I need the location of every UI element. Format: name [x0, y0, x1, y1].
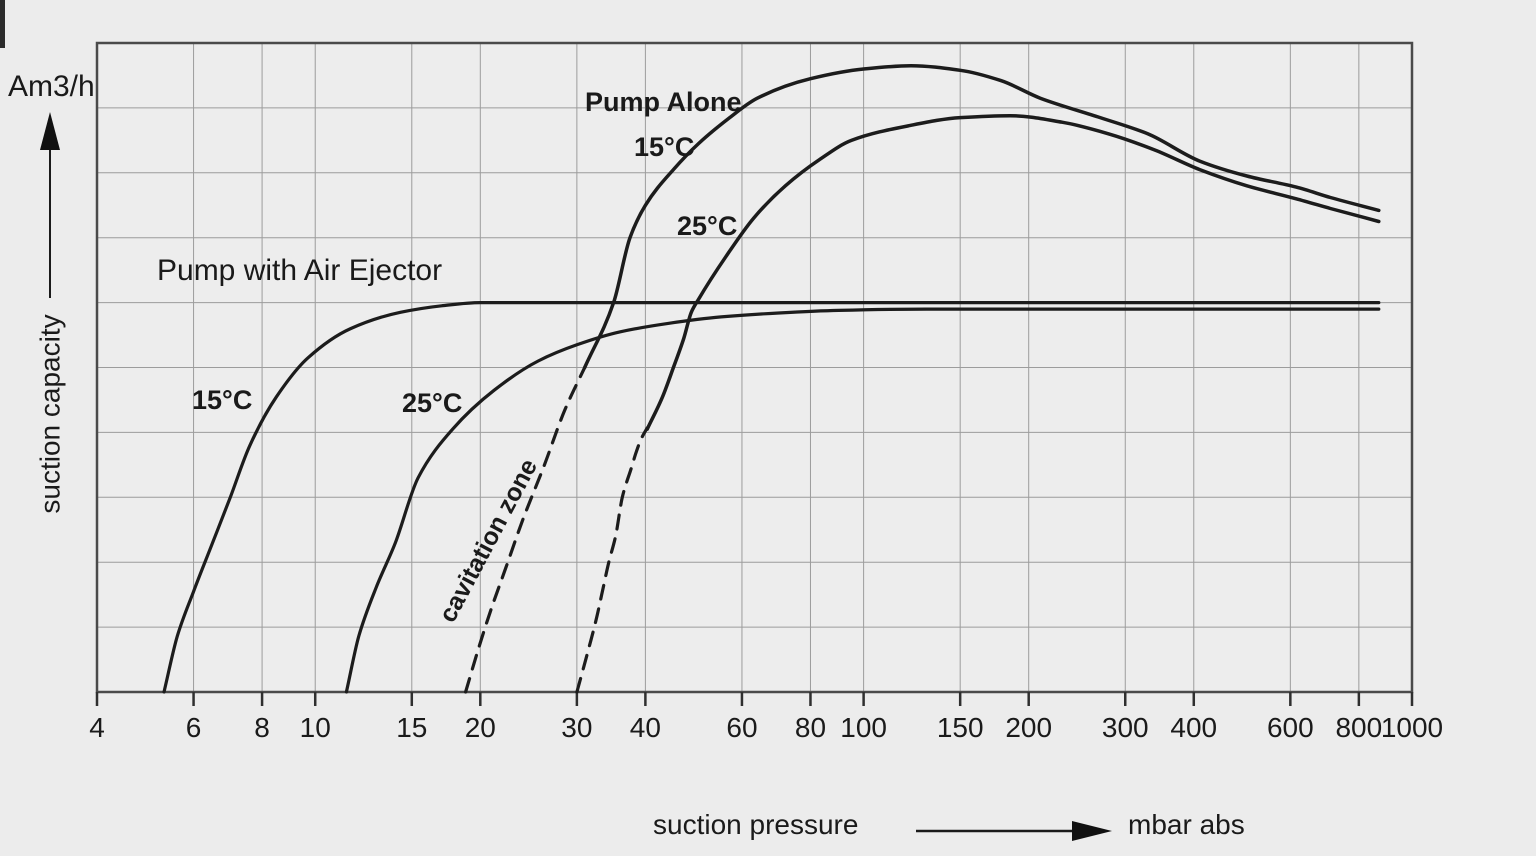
x-tick-label-800: 800 [1335, 712, 1383, 743]
x-tick-label-100: 100 [840, 712, 887, 743]
plot-border [95, 41, 1414, 694]
x-axis-arrow [916, 821, 1112, 841]
x-tick-label-15: 15 [396, 712, 428, 743]
curve-pump-with-air-ejector-25-c [344, 307, 1381, 694]
y-axis-arrow [40, 112, 60, 298]
ejector-25c-label: 25°C [402, 388, 463, 418]
pump-alone-25c-label: 25°C [677, 211, 738, 241]
x-axis-title: suction pressure [653, 809, 859, 840]
x-tick-label-4: 4 [89, 712, 105, 743]
x-tick-label-10: 10 [299, 712, 331, 743]
x-tick-label-600: 600 [1266, 712, 1314, 743]
curve-pump-alone-15-c [582, 63, 1381, 370]
curve-pump-with-air-ejector-15-c [162, 300, 1381, 694]
x-tick-label-80: 80 [794, 712, 827, 743]
x-axis-arrowhead-icon [1072, 821, 1112, 841]
ejector-15c-label: 15°C [192, 385, 253, 415]
x-tick-label-60: 60 [726, 712, 758, 743]
curve-cavitation-zone-boundary-25-c [575, 426, 649, 694]
x-tick-label-20: 20 [464, 712, 496, 743]
curve-cavitation-zone-boundary-15-c [464, 365, 587, 694]
x-tick-label-150: 150 [936, 712, 984, 743]
x-tick-label-30: 30 [561, 712, 593, 743]
y-axis-arrowhead-icon [40, 112, 60, 150]
x-tick-label-40: 40 [629, 712, 661, 743]
y-axis-title: suction capacity [34, 314, 66, 514]
x-tick-label-6: 6 [185, 712, 202, 743]
x-tick-label-200: 200 [1005, 712, 1053, 743]
scan-artifact-mark [0, 0, 5, 48]
x-tick-label-300: 300 [1101, 712, 1149, 743]
curve-pump-alone-25-c [645, 113, 1381, 431]
x-tick-label-400: 400 [1170, 712, 1218, 743]
x-axis-unit-label: mbar abs [1128, 809, 1245, 840]
pump-alone-15c-label: 15°C [634, 132, 695, 162]
x-tick-label-1000: 1000 [1380, 712, 1444, 743]
x-tick-label-8: 8 [254, 712, 270, 743]
y-axis-unit-label: Am3/h [8, 70, 95, 103]
pump-with-air-ejector-label: Pump with Air Ejector [157, 254, 443, 287]
pump-alone-label: Pump Alone [585, 87, 742, 117]
x-axis-tick-marks [95, 692, 1414, 706]
